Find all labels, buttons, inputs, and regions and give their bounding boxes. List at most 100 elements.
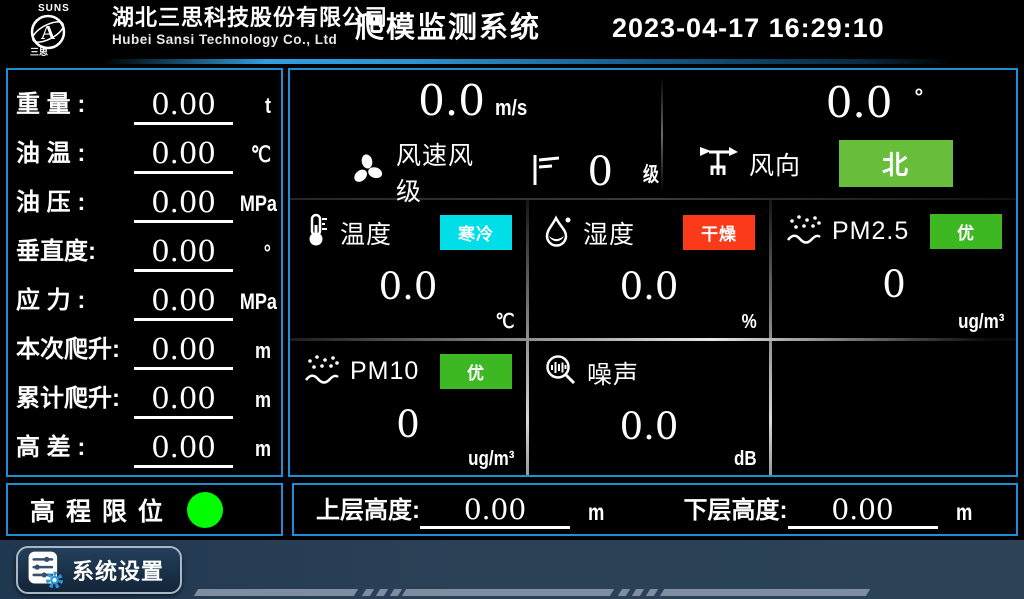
elevation-limit-label: 高 程 限 位 bbox=[30, 497, 165, 526]
temperature-unit: ℃ bbox=[494, 311, 514, 333]
divider bbox=[526, 200, 529, 475]
divider bbox=[290, 338, 1016, 341]
upper-height-value: 0.00 bbox=[420, 494, 570, 529]
particles-icon bbox=[304, 353, 340, 390]
footer-stripe bbox=[193, 589, 359, 596]
wind-level-unit: 级 bbox=[643, 163, 659, 186]
metric-unit: ℃ bbox=[250, 142, 271, 167]
company-name-cn: 湖北三思科技股份有限公司 bbox=[112, 5, 389, 30]
pm25-value: 0 bbox=[882, 263, 906, 306]
lower-height-value: 0.00 bbox=[787, 494, 938, 529]
metric-unit: ° bbox=[263, 240, 271, 265]
humidity-unit: % bbox=[741, 311, 757, 333]
sensor-name: PM10 bbox=[350, 357, 420, 385]
metric-label: 应 力 : bbox=[16, 287, 86, 314]
pm25-cell: PM2.5 优 0 ug/m³ bbox=[772, 201, 1016, 338]
sensor-name: PM2.5 bbox=[832, 217, 910, 245]
company-logo: SUNS A 三思 bbox=[26, 2, 112, 58]
wind-level-value: 0 bbox=[587, 149, 613, 195]
temperature-cell: 温度 寒冷 0.0 ℃ bbox=[290, 201, 526, 338]
thermometer-icon bbox=[304, 213, 330, 252]
upper-height-group: 上层高度: 0.00 m bbox=[316, 490, 606, 529]
footer-stripe bbox=[659, 589, 871, 596]
settings-sliders-gear-icon bbox=[26, 547, 64, 594]
water-drop-icon bbox=[543, 213, 573, 252]
lower-height-unit: m bbox=[955, 499, 972, 525]
temperature-value: 0.0 bbox=[378, 265, 438, 308]
metric-value: 0.00 bbox=[134, 284, 233, 321]
wind-direction-unit: ° bbox=[914, 84, 924, 109]
sensor-name: 温度 bbox=[340, 220, 393, 249]
environment-panel: 0.0 m/s 风速风级 bbox=[288, 68, 1018, 477]
metric-label: 垂直度: bbox=[16, 238, 96, 265]
metric-unit: m bbox=[254, 436, 271, 461]
wind-direction-value: 0.0 bbox=[825, 78, 893, 127]
divider bbox=[769, 200, 772, 475]
pm25-unit: ug/m³ bbox=[957, 311, 1004, 333]
humidity-status-badge: 干燥 bbox=[683, 215, 755, 250]
company-names: 湖北三思科技股份有限公司 Hubei Sansi Technology Co.,… bbox=[112, 4, 388, 49]
metric-value: 0.00 bbox=[134, 235, 233, 272]
metric-value: 0.00 bbox=[134, 382, 233, 419]
wind-speed-cell: 0.0 m/s 风速风级 bbox=[290, 70, 661, 206]
footer-stripe-slash bbox=[389, 589, 403, 596]
pm10-status-badge: 优 bbox=[440, 354, 512, 389]
logo-icon: A bbox=[28, 12, 68, 57]
lower-height-label: 下层高度: bbox=[683, 497, 788, 524]
upper-height-unit: m bbox=[588, 499, 605, 525]
pm25-status-badge: 优 bbox=[930, 214, 1002, 249]
wind-speed-unit: m/s bbox=[494, 95, 528, 120]
page-title: 爬模监测系统 bbox=[355, 12, 542, 44]
wind-direction-label: 风向 bbox=[749, 151, 802, 180]
metric-label: 累计爬升: bbox=[16, 385, 120, 412]
noise-meter-icon bbox=[543, 353, 577, 392]
footer-bar: 系统设置 bbox=[0, 540, 1024, 599]
noise-value: 0.0 bbox=[619, 405, 679, 448]
fan-icon bbox=[348, 151, 386, 194]
pm10-unit: ug/m³ bbox=[467, 448, 514, 470]
noise-unit: dB bbox=[734, 448, 757, 470]
datetime-display: 2023-04-17 16:29:10 bbox=[612, 13, 885, 43]
metrics-panel: 重 量 : 0.00 t 油 温 : 0.00 ℃ 油 压 : 0.00 MPa… bbox=[6, 68, 283, 477]
wind-level-icon bbox=[530, 152, 562, 193]
divider bbox=[661, 76, 663, 193]
header: SUNS A 三思 湖北三思科技股份有限公司 Hubei Sansi Techn… bbox=[0, 0, 1024, 64]
header-accent-line bbox=[0, 59, 1024, 64]
metric-row-current-climb: 本次爬升: 0.00 m bbox=[16, 321, 271, 370]
upper-height-label: 上层高度: bbox=[316, 497, 420, 524]
metric-unit: m bbox=[254, 387, 271, 412]
divider bbox=[290, 198, 1016, 200]
empty-cell bbox=[772, 341, 1016, 475]
metric-label: 高 差 : bbox=[16, 434, 86, 461]
wind-direction-badge: 北 bbox=[839, 140, 954, 187]
metric-label: 本次爬升: bbox=[16, 336, 120, 363]
system-settings-button[interactable]: 系统设置 bbox=[16, 546, 183, 594]
metric-row-verticality: 垂直度: 0.00 ° bbox=[16, 223, 271, 272]
footer-stripe-slash bbox=[631, 589, 645, 596]
elevation-limit-box: 高 程 限 位 bbox=[6, 483, 283, 536]
metric-row-total-climb: 累计爬升: 0.00 m bbox=[16, 370, 271, 419]
logo-suns-text: SUNS bbox=[38, 3, 70, 14]
logo-sansi-text: 三思 bbox=[30, 47, 49, 57]
metric-row-height-diff: 高 差 : 0.00 m bbox=[16, 419, 271, 468]
wind-direction-cell: 0.0 ° 风向 北 bbox=[663, 70, 1016, 198]
pm10-cell: PM10 优 0 ug/m³ bbox=[290, 341, 526, 475]
metric-label: 油 温 : bbox=[16, 140, 86, 167]
settings-button-label: 系统设置 bbox=[72, 559, 165, 584]
humidity-cell: 湿度 干燥 0.0 % bbox=[529, 201, 769, 338]
metric-unit: MPa bbox=[239, 191, 277, 216]
metric-value: 0.00 bbox=[134, 137, 233, 174]
temperature-status-badge: 寒冷 bbox=[440, 215, 512, 250]
heights-box: 上层高度: 0.00 m 下层高度: 0.00 m bbox=[292, 483, 1018, 536]
metric-unit: m bbox=[254, 338, 271, 363]
metric-label: 油 压 : bbox=[16, 189, 86, 216]
metric-row-oil-pressure: 油 压 : 0.00 MPa bbox=[16, 174, 277, 223]
elevation-limit-indicator bbox=[186, 491, 223, 528]
metric-row-oil-temp: 油 温 : 0.00 ℃ bbox=[16, 125, 271, 174]
metric-value: 0.00 bbox=[134, 333, 233, 370]
pm10-value: 0 bbox=[396, 403, 420, 446]
particles-icon bbox=[786, 213, 822, 250]
metric-row-stress: 应 力 : 0.00 MPa bbox=[16, 272, 277, 321]
metric-label: 重 量 : bbox=[16, 91, 86, 118]
